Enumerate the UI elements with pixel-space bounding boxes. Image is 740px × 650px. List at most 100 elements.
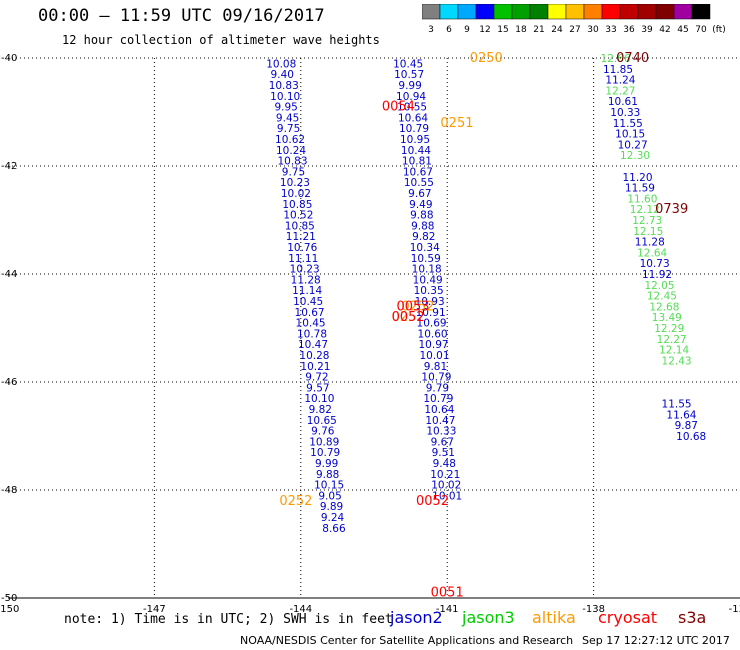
data-label-jason2: 10.85 bbox=[285, 220, 315, 232]
data-label-jason3: 12.66 bbox=[601, 53, 631, 65]
y-tick-label: -40 bbox=[1, 53, 17, 64]
data-label-jason2: 10.95 bbox=[400, 134, 430, 146]
data-label-jason3: 13.49 bbox=[652, 312, 682, 324]
data-label-jason2: 9.79 bbox=[426, 382, 449, 394]
data-label-jason2: 10.68 bbox=[676, 431, 706, 443]
colorbar-tick-label: 39 bbox=[641, 25, 653, 34]
colorbar-tick-label: 36 bbox=[623, 25, 635, 34]
data-label-jason2: 9.72 bbox=[305, 372, 328, 384]
data-label-jason3: 12.27 bbox=[657, 334, 687, 346]
data-label-jason2: 10.79 bbox=[421, 372, 451, 384]
data-label-jason2: 10.60 bbox=[418, 328, 448, 340]
data-label-jason2: 10.97 bbox=[419, 339, 449, 351]
data-label-jason2: 10.55 bbox=[404, 177, 434, 189]
data-label-jason2: 10.45 bbox=[296, 318, 326, 330]
y-tick-label: -42 bbox=[1, 161, 17, 172]
colorbar-tick-label: 30 bbox=[587, 25, 599, 34]
data-label-jason2: 10.24 bbox=[276, 145, 306, 157]
data-label-jason2: 10.57 bbox=[394, 69, 424, 81]
data-label-jason2: 10.15 bbox=[615, 129, 645, 141]
data-label-jason2: 11.11 bbox=[288, 253, 318, 265]
data-label-jason2: 10.73 bbox=[640, 258, 670, 270]
data-label-jason2: 10.67 bbox=[295, 307, 325, 319]
data-label-jason2: 10.28 bbox=[299, 350, 329, 362]
data-label-jason2: 9.51 bbox=[432, 447, 455, 459]
data-label-jason3: 12.64 bbox=[637, 247, 667, 259]
data-label-jason2: 11.14 bbox=[292, 285, 322, 297]
data-label-jason2: 10.83 bbox=[277, 156, 307, 168]
colorbar-swatch bbox=[691, 4, 711, 20]
data-label-jason2: 10.59 bbox=[411, 253, 441, 265]
data-label-jason3: 12.12 bbox=[630, 204, 660, 216]
data-label-jason2: 11.21 bbox=[286, 231, 316, 243]
data-label-cryosat: 0051 bbox=[431, 586, 464, 601]
data-label-jason2: 10.01 bbox=[419, 350, 449, 362]
data-label-jason2: 10.93 bbox=[415, 296, 445, 308]
data-label-jason2: 10.61 bbox=[608, 96, 638, 108]
data-label-jason3: 12.45 bbox=[647, 291, 677, 303]
data-label-jason2: 11.55 bbox=[613, 118, 643, 130]
data-label-jason2: 9.89 bbox=[320, 501, 343, 513]
data-label-jason2: 9.81 bbox=[424, 361, 447, 373]
data-label-jason2: 10.10 bbox=[304, 393, 334, 405]
data-label-jason3: 12.30 bbox=[620, 150, 650, 162]
credit-line: NOAA/NESDIS Center for Satellite Applica… bbox=[240, 634, 574, 647]
chart-title: 00:00 – 11:59 UTC 09/16/2017 bbox=[38, 6, 325, 26]
colorbar-tick-label: 42 bbox=[659, 25, 670, 34]
x-tick-label: -144 bbox=[289, 604, 312, 615]
data-label-jason2: 10.33 bbox=[426, 426, 456, 438]
chart-subtitle: 12 hour collection of altimeter wave hei… bbox=[62, 33, 380, 47]
data-label-jason3: 12.68 bbox=[649, 301, 679, 313]
colorbar-tick-label: 45 bbox=[677, 25, 688, 34]
colorbar-tick-label: 12 bbox=[479, 25, 490, 34]
data-label-jason2: 9.49 bbox=[409, 199, 432, 211]
data-label-jason2: 10.76 bbox=[287, 242, 317, 254]
data-label-jason2: 10.69 bbox=[417, 318, 447, 330]
data-label-jason2: 10.55 bbox=[397, 102, 427, 114]
data-label-jason3: 11.60 bbox=[627, 193, 657, 205]
y-tick-label: -44 bbox=[1, 269, 17, 280]
data-label-jason2: 9.95 bbox=[274, 102, 297, 114]
data-label-jason2: 10.52 bbox=[283, 210, 313, 222]
data-label-jason2: 10.23 bbox=[280, 177, 310, 189]
colorbar-tick-label: 70 bbox=[695, 25, 707, 34]
data-label-jason2: 10.15 bbox=[314, 480, 344, 492]
x-tick-label: -147 bbox=[143, 604, 166, 615]
footer-note: note: 1) Time is in UTC; 2) SWH is in fe… bbox=[64, 612, 393, 627]
data-label-jason2: 11.20 bbox=[622, 172, 652, 184]
data-label-jason2: 9.99 bbox=[398, 80, 421, 92]
data-label-jason2: 9.67 bbox=[431, 436, 454, 448]
data-label-jason2: 11.28 bbox=[291, 274, 321, 286]
data-label-jason2: 11.64 bbox=[666, 409, 696, 421]
data-label-jason2: 10.64 bbox=[398, 112, 428, 124]
data-label-jason2: 9.67 bbox=[408, 188, 431, 200]
legend-s3a: s3a bbox=[678, 608, 707, 627]
data-label-jason2: 11.59 bbox=[625, 183, 655, 195]
legend-cryosat: cryosat bbox=[598, 608, 658, 627]
data-label-jason2: 9.75 bbox=[277, 123, 300, 135]
data-label-jason2: 10.65 bbox=[307, 415, 337, 427]
data-label-jason2: 10.62 bbox=[275, 134, 305, 146]
data-label-cryosat: 0054 bbox=[382, 100, 415, 115]
y-tick-label: -50 bbox=[1, 593, 17, 604]
data-label-jason2: 9.57 bbox=[306, 382, 329, 394]
altimeter-plot: -150 -147 -144 -141 -138 -135 -40 -42 -44 -46 -48 -… bbox=[0, 51, 740, 615]
color-bar: 3 6 9 12 15 18 21 24 27 30 33 36 39 42 45 70 (ft) bbox=[422, 4, 726, 34]
data-label-jason2: 9.40 bbox=[271, 69, 294, 81]
data-label-jason2: 11.28 bbox=[635, 237, 665, 249]
data-label-jason2: 9.82 bbox=[412, 231, 435, 243]
data-label-jason2: 10.02 bbox=[281, 188, 311, 200]
legend-jason2: jason2 bbox=[390, 608, 443, 627]
data-label-jason2: 11.24 bbox=[605, 75, 635, 87]
data-label-jason2: 10.10 bbox=[270, 91, 300, 103]
data-label-jason3: 12.14 bbox=[659, 345, 689, 357]
x-tick-label: -135 bbox=[729, 604, 740, 615]
data-label-jason2: 11.85 bbox=[603, 64, 633, 76]
data-label-jason2: 10.01 bbox=[432, 490, 462, 502]
colorbar-tick-label: 15 bbox=[497, 25, 508, 34]
data-label-jason3: 12.15 bbox=[633, 226, 663, 238]
x-tick-label: -150 bbox=[0, 604, 19, 615]
colorbar-tick-label: 18 bbox=[515, 25, 527, 34]
data-label-jason2: 10.44 bbox=[401, 145, 431, 157]
data-label-altika: 0252 bbox=[401, 299, 434, 314]
